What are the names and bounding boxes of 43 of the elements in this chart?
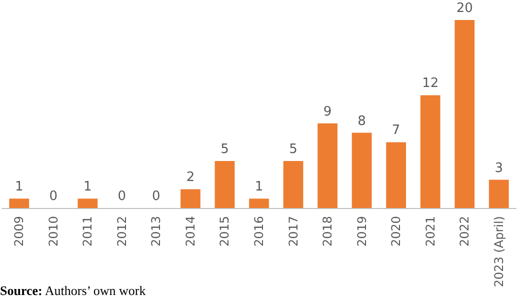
x-tick-label: 2020 [389, 216, 404, 247]
x-tick-label: 2023 (April) [492, 216, 506, 288]
x-tick-label: 2022 [458, 216, 472, 247]
x-tick-label: 2013 [149, 216, 164, 247]
data-label: 5 [220, 142, 229, 157]
data-label: 0 [118, 189, 126, 204]
x-tick-label: 2009 [12, 216, 26, 247]
data-label: 20 [456, 1, 473, 16]
data-label: 1 [14, 180, 24, 195]
bar [420, 95, 440, 208]
x-tick-label: 2021 [423, 216, 438, 247]
data-label: 5 [289, 142, 298, 157]
x-tick-label: 2019 [354, 216, 369, 247]
bar [454, 20, 475, 208]
data-label: 2 [186, 170, 195, 186]
data-label: 12 [422, 76, 439, 92]
data-label: 8 [358, 114, 366, 129]
x-tick-label: 2010 [46, 216, 60, 247]
bar [352, 132, 372, 208]
data-label: 0 [49, 189, 58, 204]
data-label: 1 [84, 180, 92, 195]
bar [78, 198, 98, 208]
bar [180, 189, 200, 208]
x-tick-label: 2017 [286, 216, 300, 247]
x-tick-label: 2011 [80, 216, 95, 247]
x-tick-label: 2015 [218, 216, 232, 247]
data-label: 0 [152, 189, 160, 204]
bar [283, 161, 304, 208]
x-tick-label: 2016 [252, 216, 266, 247]
x-tick-label: 2014 [183, 216, 198, 247]
bar [9, 198, 30, 208]
data-label: 7 [392, 123, 400, 138]
data-label: 1 [254, 180, 264, 195]
data-label: 9 [323, 104, 332, 120]
x-tick-label: 2012 [114, 216, 129, 247]
bar [249, 198, 269, 208]
bar [386, 142, 406, 208]
bar [214, 161, 235, 208]
source-note: Source: Authors’ own work [0, 283, 146, 298]
bar [318, 123, 338, 208]
bar [488, 180, 509, 208]
x-tick-label: 2018 [320, 216, 335, 247]
data-label: 3 [494, 160, 504, 176]
